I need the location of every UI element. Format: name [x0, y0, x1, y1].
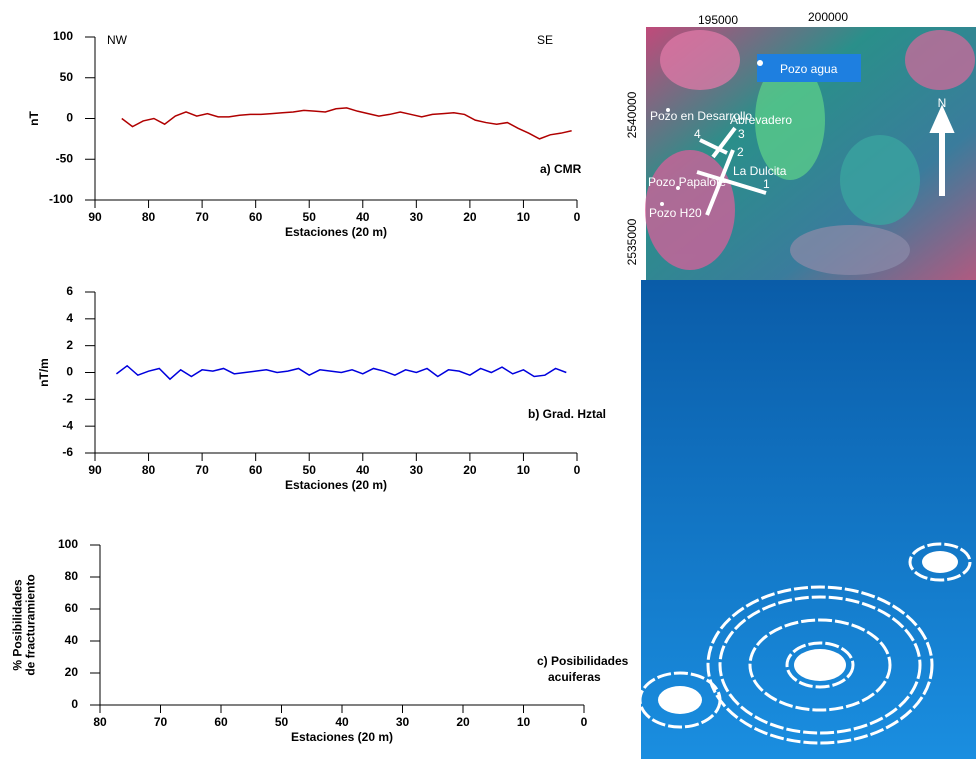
y-tick-label: 0	[71, 697, 78, 711]
y-tick-label: 60	[65, 601, 79, 615]
y-tick-label: 2	[66, 338, 73, 352]
y-axis-label: nT/m	[37, 358, 51, 387]
y-axis-label: % Posibilidades	[11, 579, 25, 671]
x-tick-label: 80	[142, 210, 156, 224]
y-tick-label: 4	[66, 311, 73, 325]
y-tick-label: -2	[62, 392, 73, 406]
direction-label: SE	[537, 33, 553, 47]
x-tick-label: 70	[195, 463, 209, 477]
y-tick-label: 40	[65, 633, 79, 647]
well-dot	[757, 60, 763, 66]
x-tick-label: 30	[410, 210, 424, 224]
x-tick-label: 60	[249, 463, 263, 477]
caption: b) Grad. Hztal	[528, 407, 606, 421]
y-tick-label: -50	[56, 151, 74, 165]
caption: acuiferas	[548, 670, 601, 684]
y-tick-label: -6	[62, 445, 73, 459]
y-axis-label: de fracturamiento	[24, 574, 38, 675]
x-tick-label: 70	[154, 715, 168, 729]
site-label: La Dulcita	[733, 164, 787, 178]
direction-label: NW	[107, 33, 128, 47]
x-tick-label: 70	[195, 210, 209, 224]
y-tick-label: 0	[66, 111, 73, 125]
y-tick-label: 20	[65, 665, 79, 679]
x-axis-label: Estaciones (20 m)	[291, 730, 393, 744]
easting: 195000	[698, 13, 738, 27]
x-tick-label: 50	[275, 715, 289, 729]
x-tick-label: 20	[463, 210, 477, 224]
x-tick-label: 30	[410, 463, 424, 477]
y-axis-label: nT	[27, 111, 41, 126]
caption: a) CMR	[540, 162, 582, 176]
well-label: Abrevadero	[730, 113, 792, 127]
x-tick-label: 60	[249, 210, 263, 224]
profile-number: 4	[694, 127, 701, 141]
x-tick-label: 10	[517, 210, 531, 224]
x-tick-label: 0	[581, 715, 588, 729]
easting: 200000	[808, 10, 848, 24]
profile-number: 1	[763, 177, 770, 191]
profile-number: 3	[738, 127, 745, 141]
x-tick-label: 60	[214, 715, 228, 729]
x-tick-label: 90	[88, 210, 102, 224]
y-tick-label: 50	[60, 70, 74, 84]
x-tick-label: 50	[303, 463, 317, 477]
x-tick-label: 40	[356, 463, 370, 477]
data-line	[122, 108, 572, 139]
x-tick-label: 40	[356, 210, 370, 224]
y-tick-label: -100	[49, 192, 73, 206]
figure: Pozo agua 195000 200000 2540000 2535000 …	[0, 0, 976, 759]
y-tick-label: 100	[58, 537, 78, 551]
caption: c) Posibilidades	[537, 654, 629, 668]
y-tick-label: 100	[53, 29, 73, 43]
y-tick-label: -4	[62, 418, 73, 432]
x-tick-label: 90	[88, 463, 102, 477]
x-axis-label: Estaciones (20 m)	[285, 225, 387, 239]
x-tick-label: 50	[303, 210, 317, 224]
well-label: Pozo H20	[649, 206, 702, 220]
pozo-agua: Pozo agua	[780, 62, 838, 76]
x-tick-label: 30	[396, 715, 410, 729]
x-tick-label: 80	[142, 463, 156, 477]
x-tick-label: 10	[517, 715, 531, 729]
x-tick-label: 20	[463, 463, 477, 477]
x-tick-label: 0	[574, 463, 581, 477]
y-tick-label: 6	[66, 284, 73, 298]
x-tick-label: 10	[517, 463, 531, 477]
y-tick-label: 80	[65, 569, 79, 583]
x-tick-label: 0	[574, 210, 581, 224]
y-tick-label: 0	[66, 365, 73, 379]
x-tick-label: 40	[335, 715, 349, 729]
map-panel: Pozo agua 195000 200000 2540000 2535000 …	[625, 10, 976, 759]
x-tick-label: 20	[456, 715, 470, 729]
x-tick-label: 80	[93, 715, 107, 729]
data-line	[116, 366, 566, 379]
x-axis-label: Estaciones (20 m)	[285, 478, 387, 492]
northing: 2535000	[625, 218, 639, 265]
northing: 2540000	[625, 91, 639, 138]
profile-number: 2	[737, 145, 744, 159]
